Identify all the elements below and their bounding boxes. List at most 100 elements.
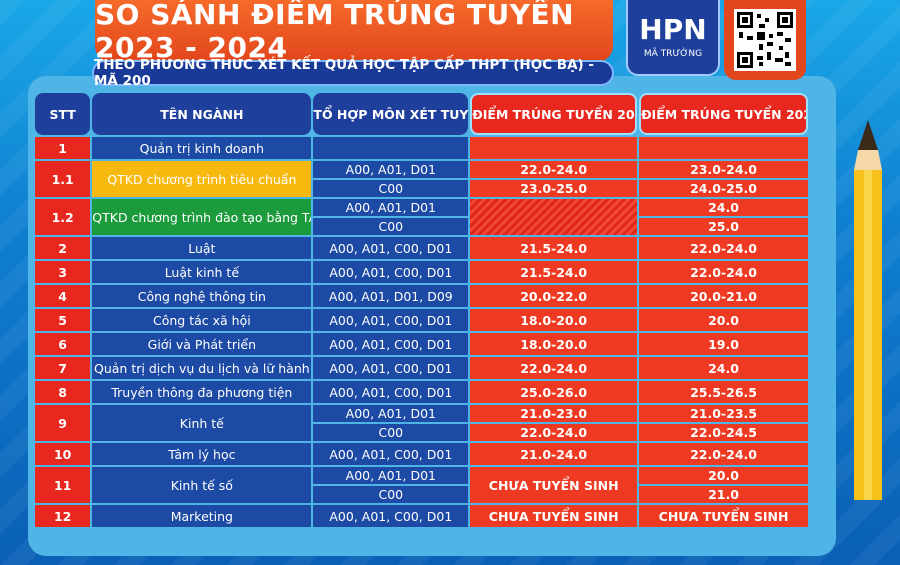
row-stt: 8 — [35, 381, 91, 403]
table-row: 11 Kinh tế số A00, A01, D01 CHƯA TUYỂN S… — [35, 467, 808, 503]
major-name: Công nghệ thông tin — [92, 285, 312, 307]
score-2024-cell: 20.0 — [639, 309, 808, 331]
score-2023-cell: 21.0-24.0 — [470, 443, 638, 465]
score-2023-cell — [470, 199, 638, 235]
score-2024-cell: 22.0-24.0 — [639, 261, 808, 283]
row-stt: 4 — [35, 285, 91, 307]
table-row: 6 Giới và Phát triển A00, A01, C00, D01 … — [35, 333, 808, 355]
combo-cell — [313, 137, 469, 159]
score-2023-cell: 22.0-24.0 — [470, 424, 638, 441]
table-row: C00 21.0 — [35, 486, 808, 503]
score-2023-cell — [470, 137, 638, 159]
row-stt: 6 — [35, 333, 91, 355]
combo-cell: C00 — [313, 486, 469, 503]
table-row: 7 Quản trị dịch vụ du lịch và lữ hành A0… — [35, 357, 808, 379]
major-name: Marketing — [92, 505, 312, 527]
table-row: C00 22.0-24.0 22.0-24.5 — [35, 424, 808, 441]
school-logo: HPN — [639, 13, 707, 46]
combo-cell: A00, A01, D01 — [313, 405, 469, 422]
header-name: TÊN NGÀNH — [92, 93, 312, 135]
row-stt: 1.1 — [35, 161, 91, 197]
major-name: Quản trị kinh doanh — [92, 137, 312, 159]
header-score-2023: ĐIỂM TRÚNG TUYỂN 2023 — [470, 93, 638, 135]
combo-cell: A00, A01, D01 — [313, 161, 469, 178]
page-title: SO SÁNH ĐIỂM TRÚNG TUYỂN 2023 - 2024 — [95, 0, 613, 64]
combo-cell: C00 — [313, 424, 469, 441]
row-stt: 12 — [35, 505, 91, 527]
score-2024-cell: 19.0 — [639, 333, 808, 355]
row-stt: 1.2 — [35, 199, 91, 235]
school-code-label: MÃ TRƯỜNG — [643, 49, 703, 59]
major-name: Kinh tế — [92, 405, 312, 441]
score-2023-cell: CHƯA TUYỂN SINH — [470, 467, 638, 503]
table-row: 3 Luật kinh tế A00, A01, C00, D01 21.5-2… — [35, 261, 808, 283]
major-name: Kinh tế số — [92, 467, 312, 503]
score-2023-cell: 21.5-24.0 — [470, 261, 638, 283]
table-row: 5 Công tác xã hội A00, A01, C00, D01 18.… — [35, 309, 808, 331]
combo-cell: A00, A01, C00, D01 — [313, 309, 469, 331]
score-2024-cell: 20.0-21.0 — [639, 285, 808, 307]
score-2024-cell: 21.0-23.5 — [639, 405, 808, 422]
row-stt: 1 — [35, 137, 91, 159]
combo-cell: A00, A01, C00, D01 — [313, 237, 469, 259]
score-2024-cell: 24.0 — [639, 199, 808, 216]
score-2024-cell: 21.0 — [639, 486, 808, 503]
major-name: Luật kinh tế — [92, 261, 312, 283]
combo-cell: A00, A01, D01 — [313, 467, 469, 484]
score-2023-cell: 18.0-20.0 — [470, 309, 638, 331]
major-name: Công tác xã hội — [92, 309, 312, 331]
score-2024-cell — [639, 137, 808, 159]
header-score-2024: ĐIỂM TRÚNG TUYỂN 2024 — [639, 93, 808, 135]
table-row: 8 Truyền thông đa phương tiện A00, A01, … — [35, 381, 808, 403]
school-code-badge: HPN MÃ TRƯỜNG — [626, 0, 720, 76]
row-stt: 5 — [35, 309, 91, 331]
row-stt: 7 — [35, 357, 91, 379]
combo-cell: A00, A01, C00, D01 — [313, 357, 469, 379]
major-name: Luật — [92, 237, 312, 259]
row-stt: 3 — [35, 261, 91, 283]
score-2023-cell: 18.0-20.0 — [470, 333, 638, 355]
pencil-icon — [854, 120, 882, 500]
score-2024-cell: 22.0-24.0 — [639, 443, 808, 465]
admission-score-table: STT TÊN NGÀNH TỔ HỢP MÔN XÉT TUYỂN ĐIỂM … — [33, 91, 810, 529]
row-stt: 10 — [35, 443, 91, 465]
score-2023-cell: 22.0-24.0 — [470, 161, 638, 178]
score-2024-cell: 25.0 — [639, 218, 808, 235]
qr-code-icon — [734, 9, 796, 71]
score-2023-cell: 22.0-24.0 — [470, 357, 638, 379]
table-row: 9 Kinh tế A00, A01, D01 21.0-23.0 21.0-2… — [35, 405, 808, 441]
qr-code-frame[interactable] — [724, 0, 806, 80]
major-name: Truyền thông đa phương tiện — [92, 381, 312, 403]
combo-cell: A00, A01, C00, D01 — [313, 333, 469, 355]
combo-cell: A00, A01, D01 — [313, 199, 469, 216]
score-2023-cell: 23.0-25.0 — [470, 180, 638, 197]
score-2024-cell: CHƯA TUYỂN SINH — [639, 505, 808, 527]
header-combo: TỔ HỢP MÔN XÉT TUYỂN — [313, 93, 469, 135]
combo-cell: A00, A01, C00, D01 — [313, 443, 469, 465]
combo-cell: A00, A01, C00, D01 — [313, 261, 469, 283]
combo-cell: A00, A01, C00, D01 — [313, 505, 469, 527]
table-row: 2 Luật A00, A01, C00, D01 21.5-24.0 22.0… — [35, 237, 808, 259]
score-2023-cell: CHƯA TUYỂN SINH — [470, 505, 638, 527]
score-2024-cell: 24.0-25.0 — [639, 180, 808, 197]
table-row: 1.1 QTKD chương trình tiêu chuẩn A00, A0… — [35, 161, 808, 197]
score-2024-cell: 25.5-26.5 — [639, 381, 808, 403]
combo-cell: A00, A01, D01, D09 — [313, 285, 469, 307]
major-name: Tâm lý học — [92, 443, 312, 465]
combo-cell: C00 — [313, 218, 469, 235]
header-stt: STT — [35, 93, 91, 135]
score-2024-cell: 24.0 — [639, 357, 808, 379]
score-2024-cell: 20.0 — [639, 467, 808, 484]
table-row: 12 Marketing A00, A01, C00, D01 CHƯA TUY… — [35, 505, 808, 527]
combo-cell: A00, A01, C00, D01 — [313, 381, 469, 403]
major-name: QTKD chương trình tiêu chuẩn — [92, 161, 312, 197]
score-2024-cell: 22.0-24.5 — [639, 424, 808, 441]
combo-cell: C00 — [313, 180, 469, 197]
major-name: Giới và Phát triển — [92, 333, 312, 355]
score-2024-cell: 22.0-24.0 — [639, 237, 808, 259]
table-row: 10 Tâm lý học A00, A01, C00, D01 21.0-24… — [35, 443, 808, 465]
page-subtitle: THEO PHƯƠNG THỨC XÉT KẾT QUẢ HỌC TẬP CẤP… — [92, 57, 614, 89]
major-name: QTKD chương trình đào tạo bằng TA — [92, 199, 312, 235]
table-row: 1 Quản trị kinh doanh — [35, 137, 808, 159]
table-row: 4 Công nghệ thông tin A00, A01, D01, D09… — [35, 285, 808, 307]
